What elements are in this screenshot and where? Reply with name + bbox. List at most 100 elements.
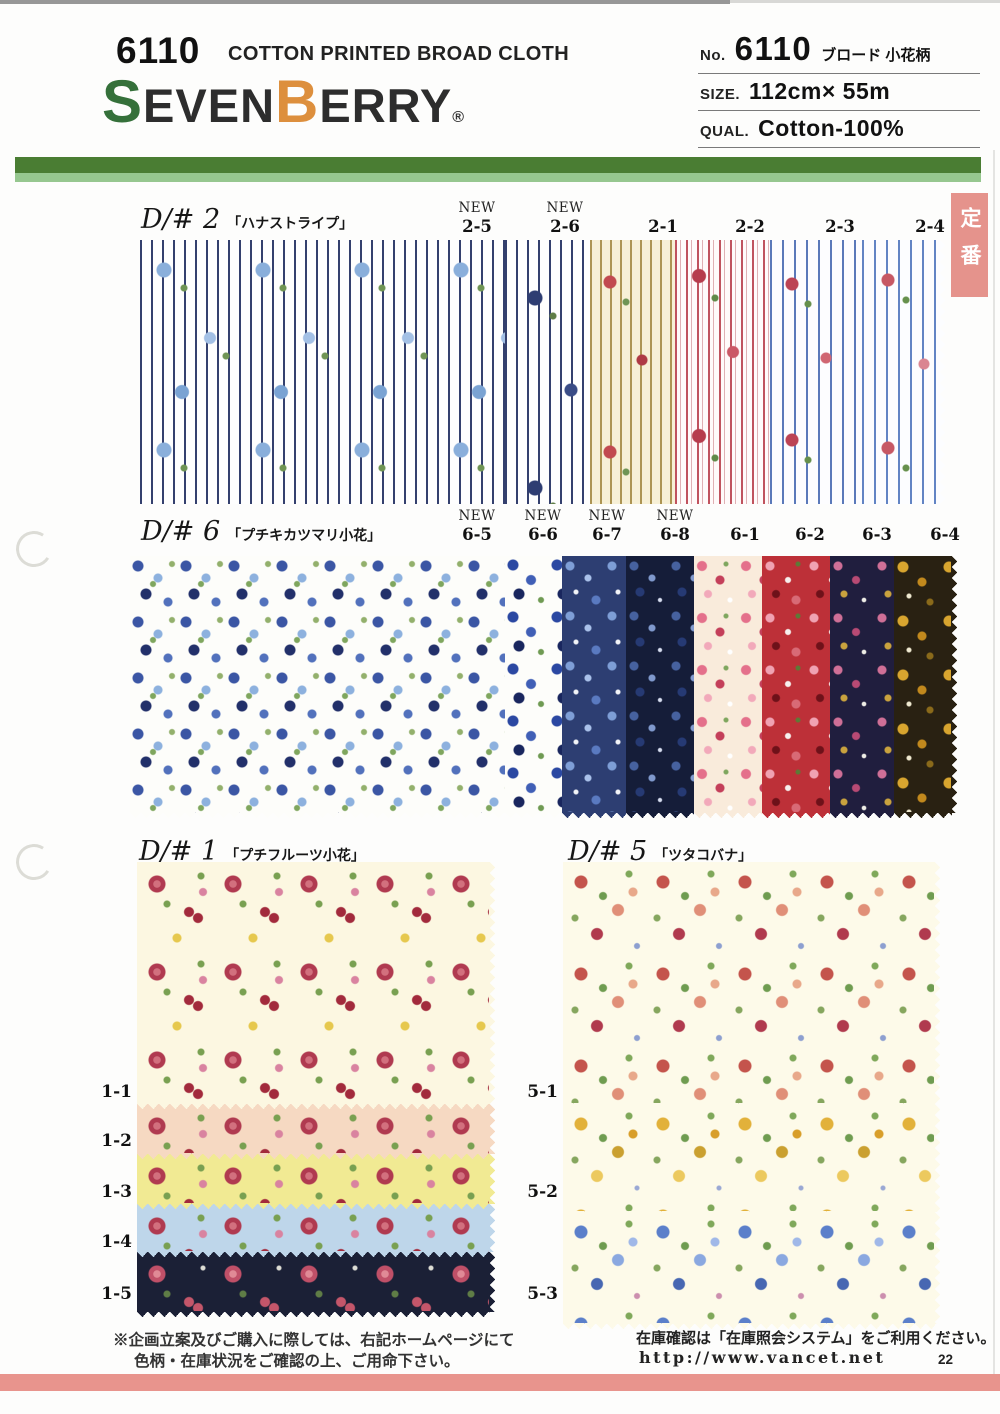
scan-edge-top-light [730, 0, 1000, 3]
footer-rule-pink [0, 1374, 1000, 1391]
fabric-swatch-6-7 [562, 556, 626, 818]
fabric-swatch-1-1 [137, 862, 495, 1109]
fabric-swatch-2-1 [590, 240, 675, 504]
swatch-number: 2-1 [648, 217, 678, 236]
new-badge: NEW [656, 508, 694, 524]
swatch-label-6-2: 6-2 [795, 508, 825, 544]
swatch-label-6-6: NEW 6-6 [524, 508, 561, 544]
scan-edge-top [0, 0, 730, 4]
spec-no-label: No. [700, 47, 726, 64]
swatch-label-2-3: 2-3 [825, 200, 855, 236]
swatch-label-2-4: 2-4 [915, 200, 945, 236]
new-badge [915, 200, 945, 217]
spec-qual-label: QUAL. [700, 123, 750, 140]
fabric-swatch-1-4 [137, 1204, 495, 1257]
fabric-swatch-1-3 [137, 1154, 495, 1209]
swatch-number: 6-2 [795, 525, 825, 544]
swatch-number: 6-5 [462, 525, 492, 544]
fabric-swatch-2-5 [140, 240, 505, 504]
new-badge [862, 508, 892, 525]
swatch-label-6-1: 6-1 [730, 508, 760, 544]
fabric-swatch-5-2 [563, 1104, 940, 1217]
new-badge [825, 200, 855, 217]
footer-note-line-2: 色柄・在庫状況をご確認の上、ご用命下さい。 [134, 1353, 460, 1370]
fabric-swatch-6-4 [894, 556, 957, 818]
footer-note-line-1: ※企画立案及びご購入に際しては、右記ホームページにて [113, 1332, 515, 1349]
swatch-label-6-4: 6-4 [930, 508, 960, 544]
swatch-label-2-5: NEW 2-5 [458, 200, 495, 236]
section-d6-header: D/# 6 「プチキカツマリ小花」 [141, 516, 381, 547]
swatch-number: 2-2 [735, 217, 765, 236]
swatch-number: 2-6 [550, 217, 580, 236]
fabric-swatch-2-2 [675, 240, 770, 504]
swatch-number: 2-5 [462, 217, 492, 236]
spec-no-desc: ブロード 小花柄 [821, 47, 931, 64]
swatch-label-6-8: NEW 6-8 [656, 508, 693, 544]
punch-hole-top [12, 527, 56, 571]
new-badge [648, 200, 678, 217]
fabric-swatch-6-5 [130, 556, 505, 818]
swatch-number: 2-3 [825, 217, 855, 236]
fabric-swatch-6-2 [762, 556, 830, 818]
fabric-strip-d2 [140, 240, 945, 504]
swatch-number: 6-8 [660, 525, 690, 544]
swatch-number: 6-4 [930, 525, 960, 544]
spec-no-value: 6110 [734, 30, 813, 67]
spec-row-no: No. 6110 ブロード 小花柄 [698, 26, 980, 74]
swatch-number: 6-1 [730, 525, 760, 544]
scan-edge-right [993, 150, 995, 1390]
page-number: 22 [938, 1352, 954, 1367]
section-d2-code: D/# 2 [141, 204, 221, 235]
new-badge [930, 508, 960, 525]
registered-mark: ® [452, 109, 466, 126]
brand-logo: SEVENBERRY® [102, 72, 465, 132]
standard-item-tab: 定番 [951, 193, 988, 297]
header-rule-dark [15, 157, 981, 173]
new-badge: NEW [524, 508, 562, 524]
swatch-number: 6-7 [592, 525, 622, 544]
spec-qual-value: Cotton-100% [758, 115, 905, 141]
new-badge [795, 508, 825, 525]
brand-letters-erry: ERRY [319, 79, 453, 132]
section-d1-header: D/# 1 「プチフルーツ小花」 [139, 836, 365, 867]
header-rule-light [15, 173, 981, 182]
product-number: 6110 [116, 30, 201, 71]
section-d1-code: D/# 1 [139, 836, 219, 867]
new-badge: NEW [458, 200, 496, 216]
swatch-label-1-3: 1-3 [101, 1182, 132, 1202]
fabric-swatch-6-8 [626, 556, 694, 818]
swatch-label-6-5: NEW 6-5 [458, 508, 495, 544]
swatch-label-5-2: 5-2 [527, 1182, 558, 1202]
swatch-number: 6-3 [862, 525, 892, 544]
fabric-swatch-2-6 [505, 240, 590, 504]
fabric-swatch-6-1 [694, 556, 762, 818]
brand-letters-even: EVEN [143, 79, 276, 132]
swatch-label-1-1: 1-1 [101, 1082, 132, 1102]
brand-letter-s: S [102, 68, 144, 135]
fabric-swatch-2-3 [770, 240, 862, 504]
swatch-number: 2-4 [915, 217, 945, 236]
fabric-swatch-6-3 [830, 556, 894, 818]
swatch-number: 6-6 [528, 525, 558, 544]
fabric-swatch-6-6 [505, 556, 562, 818]
section-d2-name: 「ハナストライプ」 [227, 215, 354, 231]
fabric-swatch-2-4 [862, 240, 945, 504]
fabric-swatch-1-5 [137, 1252, 495, 1317]
swatch-label-2-1: 2-1 [648, 200, 678, 236]
spec-box: No. 6110 ブロード 小花柄 SIZE. 112cm× 55m QUAL.… [698, 26, 980, 148]
spec-size-label: SIZE. [700, 86, 741, 103]
spec-row-size: SIZE. 112cm× 55m [698, 74, 980, 111]
punch-hole-bottom [12, 840, 56, 884]
section-d5-name: 「ツタコバナ」 [654, 847, 753, 863]
new-badge [735, 200, 765, 217]
spec-size-value: 112cm× 55m [749, 78, 891, 104]
product-title: COTTON PRINTED BROAD CLOTH [228, 43, 570, 65]
swatch-label-2-6: NEW 2-6 [546, 200, 583, 236]
section-d6-code: D/# 6 [141, 516, 221, 547]
new-badge [730, 508, 760, 525]
swatch-label-2-2: 2-2 [735, 200, 765, 236]
swatch-label-1-4: 1-4 [101, 1232, 132, 1252]
stock-check-note: 在庫確認は「在庫照会システム」をご利用ください。 [636, 1330, 996, 1347]
swatch-label-1-5: 1-5 [101, 1284, 132, 1304]
